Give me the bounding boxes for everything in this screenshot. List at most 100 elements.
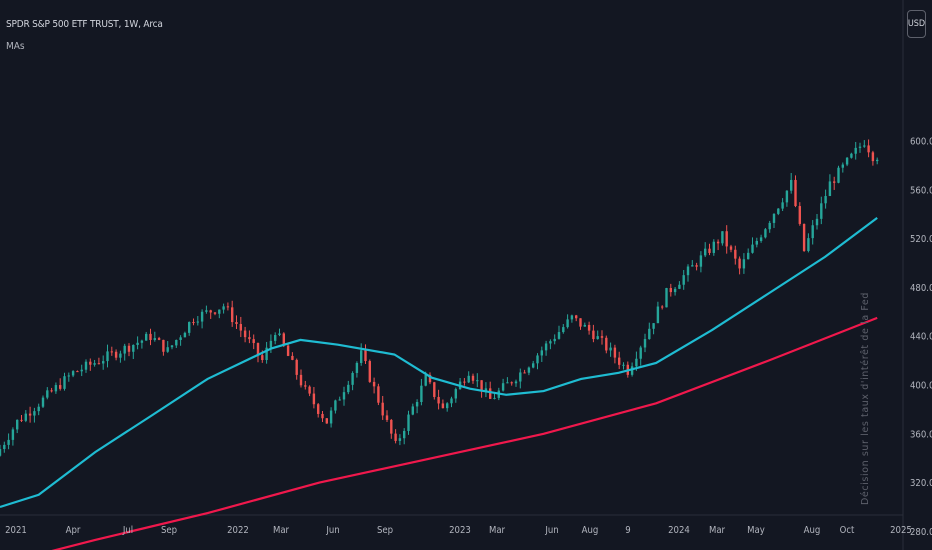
candle-body [28,413,32,416]
candle-body [16,419,19,430]
candle-body [652,323,655,329]
candle-body [704,248,707,256]
candle-body [751,244,754,253]
candle-body [433,382,436,397]
time-tick-label: Aug [804,525,821,536]
candle-body [162,339,165,352]
candle-body [67,375,70,377]
candle-body [596,336,599,340]
candle-body [850,153,853,158]
candle-body [600,336,604,338]
candle-body [833,181,836,183]
candle-body [385,415,389,420]
candle-body [398,438,402,441]
candle-body [179,337,182,340]
candle-body [334,400,337,411]
candle-body [450,398,453,404]
time-tick-label: 2022 [227,525,249,536]
time-tick-label: Mar [273,525,290,536]
price-tick-label: 440.00 [910,332,932,343]
candle-body [93,363,96,365]
candle-body [613,347,617,358]
moving-average-slow-line [51,316,878,550]
currency-button[interactable]: USD [907,10,926,38]
candle-body [699,255,703,267]
candle-body [446,403,449,409]
candle-body [712,241,715,253]
candle-body [609,347,612,351]
candle-body [213,312,217,314]
candle-body [519,372,522,382]
candle-body [575,315,578,319]
candle-body [527,367,531,373]
candle-body [192,322,195,324]
candle-body [463,381,466,383]
time-axis[interactable]: 2021 Apr Jul Sep 2022 Mar Jun Sep 2023 Mar Jun Aug 9… [5,525,912,536]
price-tick-label: 400.00 [910,381,932,392]
candle-body [317,404,320,414]
candle-body [802,223,806,251]
candle-body [441,403,445,409]
candle-body [729,246,733,250]
candle-body [845,157,849,165]
candle-body [768,222,771,230]
candle-body [37,406,40,412]
candle-body [312,393,316,405]
candle-body [648,328,651,340]
indicator-label[interactable]: MAs [6,41,25,52]
candle-body [20,419,23,421]
candle-body [480,380,483,392]
candle-body [175,339,178,346]
candle-body [347,384,350,393]
candle-body [592,330,595,340]
time-tick-label: Jul [122,525,133,536]
candle-body [544,343,548,351]
time-tick-label: Aug [582,525,599,536]
candle-body [325,418,328,424]
candle-body [734,249,737,259]
candle-body [540,350,543,356]
candle-body [695,265,698,267]
candle-body [772,213,776,223]
candle-body [183,332,187,338]
candle-body [372,381,376,387]
candle-body [188,322,191,333]
candle-body [89,361,92,365]
candle-body [0,449,2,456]
candle-body [549,341,552,344]
price-axis[interactable]: 280.00 320.00 360.00 400.00 440.00 480.00 520.… [910,137,932,538]
time-tick-label: Sep [161,525,177,536]
candle-body [407,414,410,431]
candle-body [798,206,801,224]
candle-body [205,310,208,312]
candle-body [759,237,763,241]
candle-body [252,339,255,344]
candle-body [394,433,397,441]
candle-body [390,419,393,434]
price-tick-label: 480.00 [910,283,932,294]
candle-body [467,375,470,383]
candle-body [54,385,58,392]
candle-body [166,347,169,352]
price-tick-label: 600.00 [910,137,932,148]
candle-body [678,284,681,289]
candle-body [269,340,273,348]
candle-body [643,339,647,348]
candle-body [50,390,53,392]
candle-body [811,225,814,239]
candle-body [747,252,750,260]
price-tick-label: 560.00 [910,185,932,196]
candle-body [867,145,870,153]
candle-body [291,355,294,360]
candle-body [351,372,354,385]
candle-body [489,388,492,399]
candle-body [437,396,440,404]
candle-body [84,361,88,370]
candle-body [153,338,156,340]
candle-body [286,345,290,356]
candle-body [97,363,101,365]
candle-body [501,383,505,391]
candle-body [858,146,862,148]
